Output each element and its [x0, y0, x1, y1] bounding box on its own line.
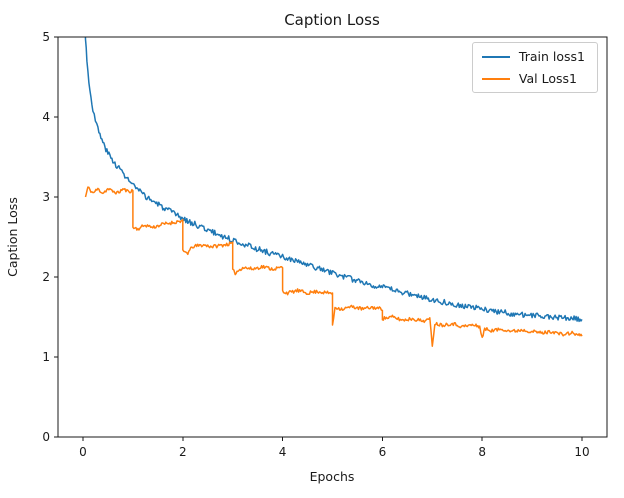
y-tick-label: 0: [42, 430, 50, 444]
y-tick-label: 1: [42, 350, 50, 364]
x-tick-label: 8: [478, 445, 486, 459]
legend-item-val: Val Loss1: [481, 71, 585, 86]
series-line-1: [84, 186, 583, 347]
legend-label-val: Val Loss1: [518, 71, 577, 86]
y-axis-label: Caption Loss: [5, 197, 20, 277]
legend-item-train: Train loss1: [481, 49, 585, 64]
legend-label-train: Train loss1: [518, 49, 585, 64]
y-tick-label: 4: [42, 110, 50, 124]
val-line-swatch: [481, 77, 510, 80]
legend: Train loss1 Val Loss1: [471, 42, 598, 93]
plot-area: 0 2 4 6 8 10 0 1 2 3 4 5: [42, 30, 608, 459]
x-tick-label: 6: [379, 445, 387, 459]
x-axis-label: Epochs: [310, 469, 355, 484]
x-tick-label: 10: [574, 445, 589, 459]
x-tick-label: 4: [279, 445, 287, 459]
axes-spines: [57, 36, 608, 438]
x-tick-label: 2: [179, 445, 187, 459]
chart-title: Caption Loss: [284, 11, 380, 29]
train-line-swatch: [481, 55, 510, 58]
x-tick-label: 0: [79, 445, 87, 459]
y-tick-label: 2: [42, 270, 50, 284]
series-line-0: [84, 37, 583, 323]
y-tick-label: 3: [42, 190, 50, 204]
y-tick-label: 5: [42, 30, 50, 44]
